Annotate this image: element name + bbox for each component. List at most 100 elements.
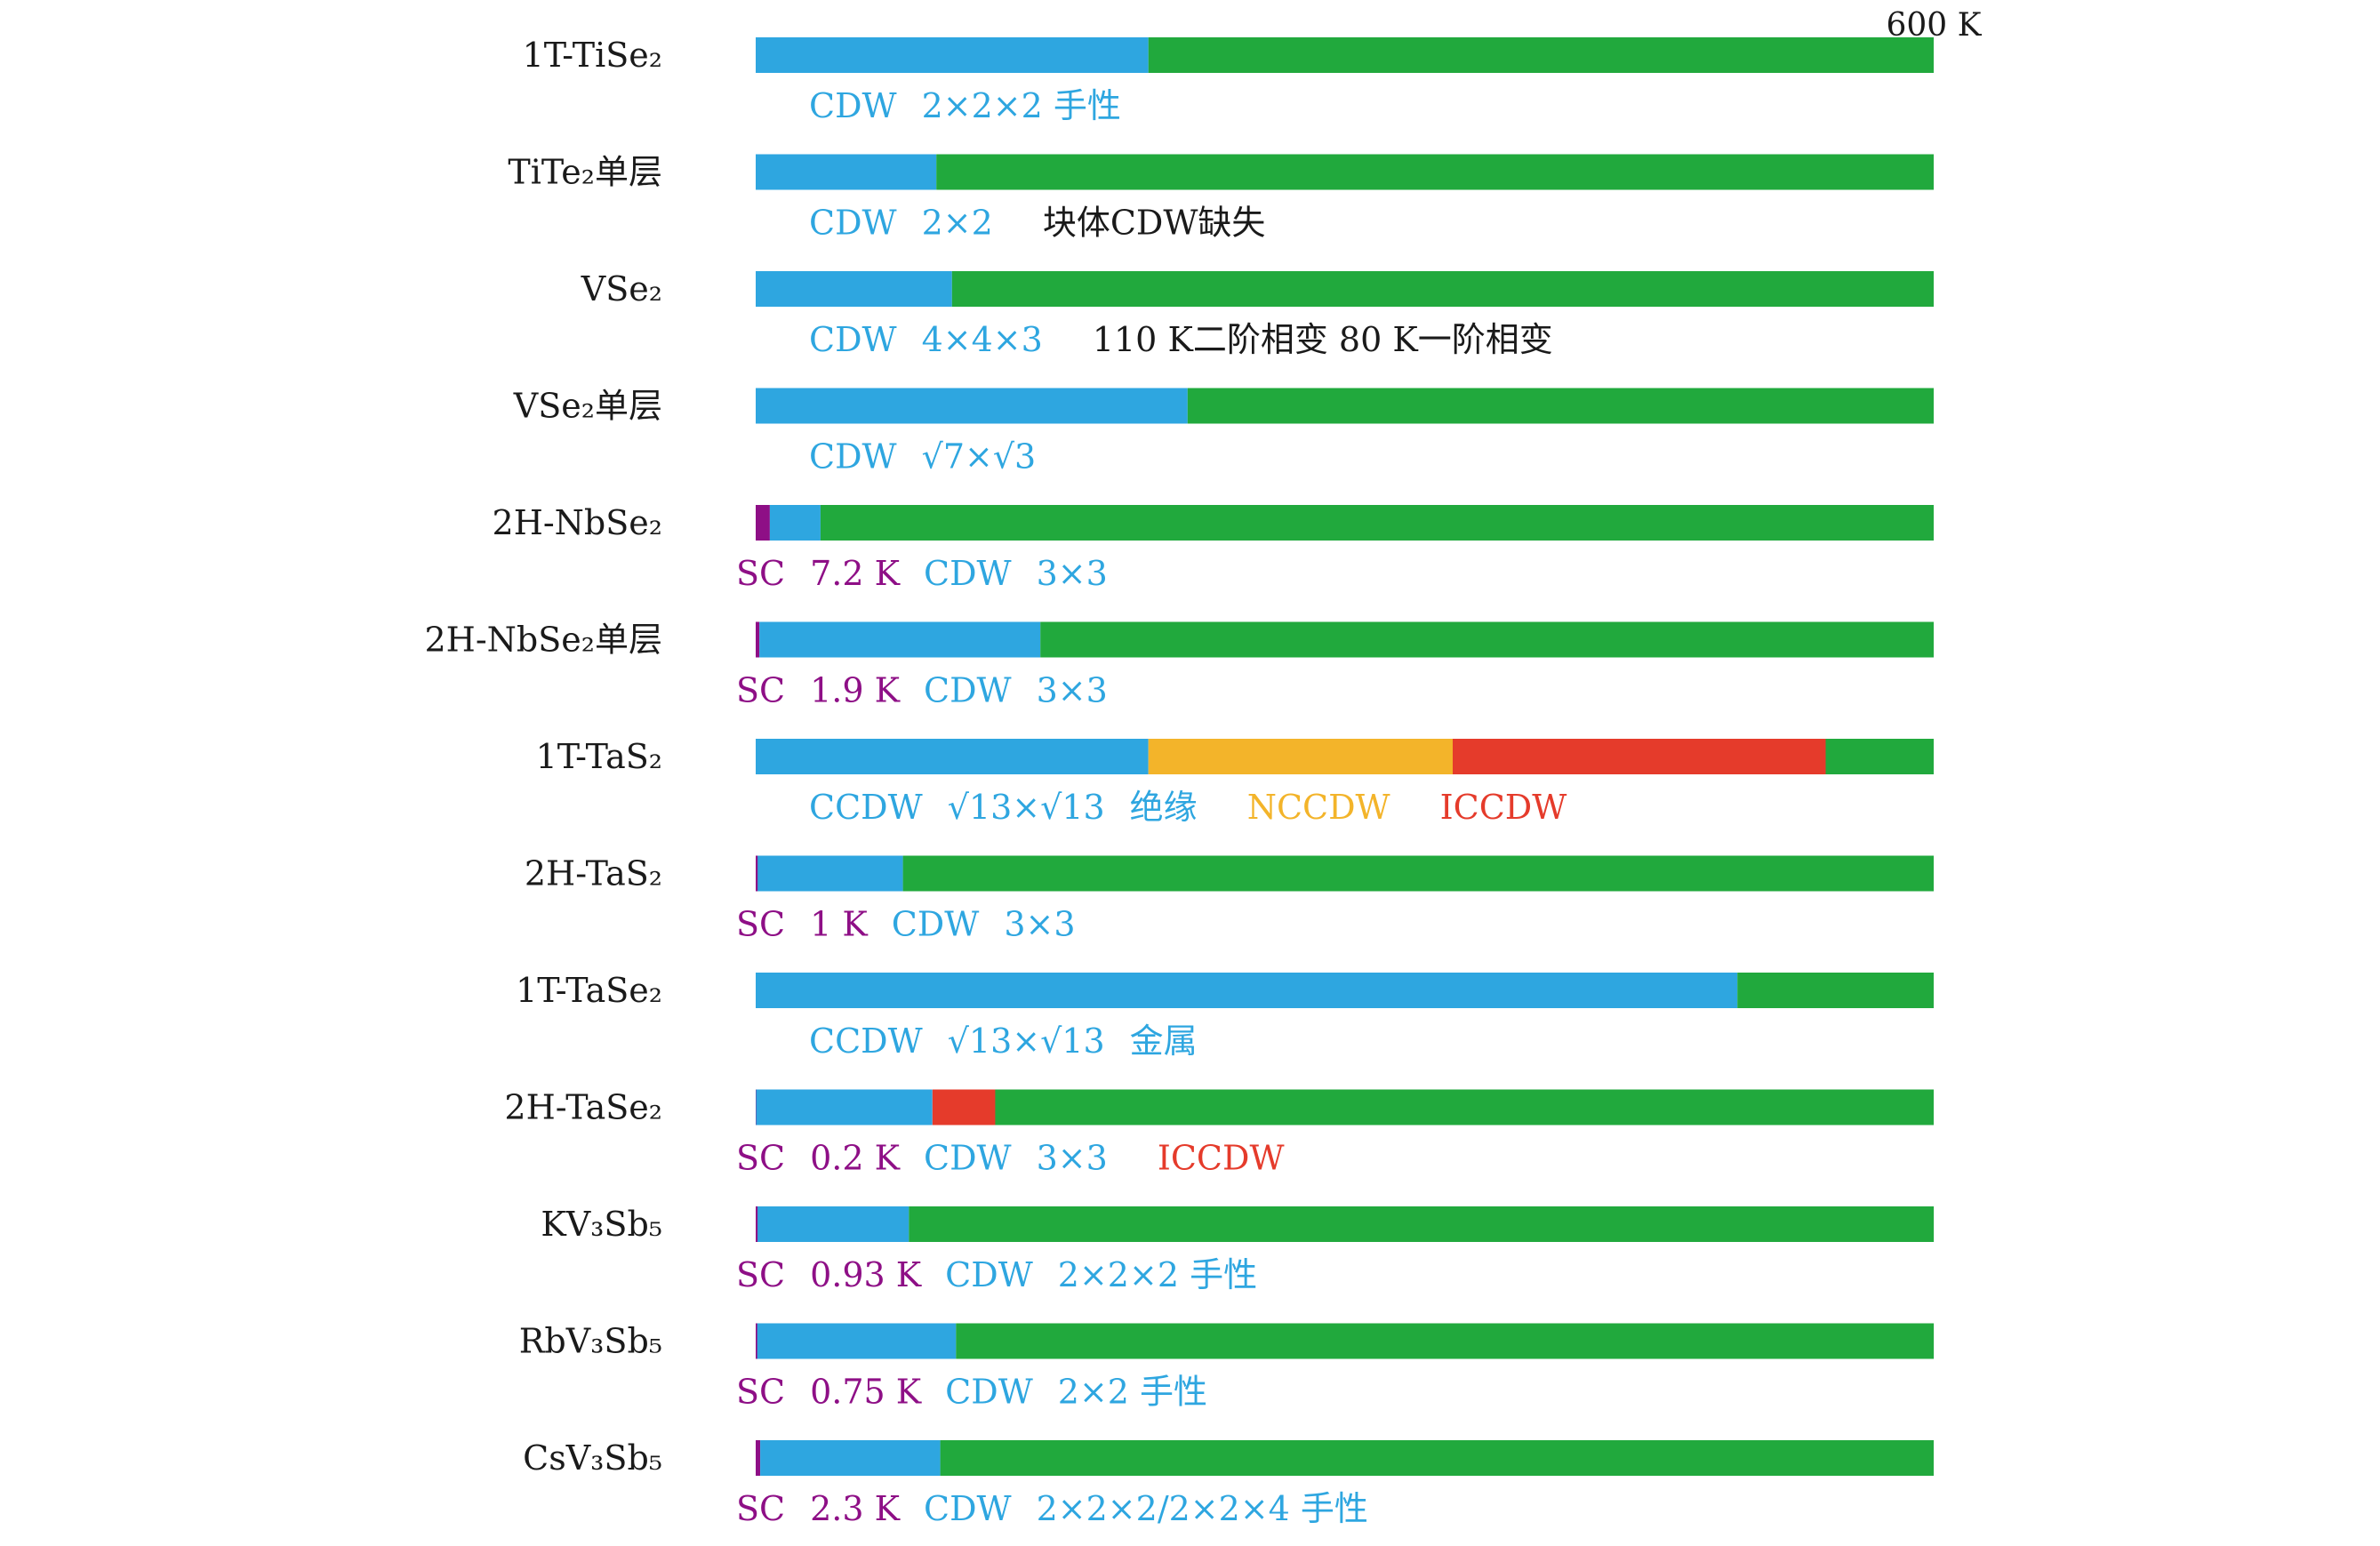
bar-segment-sc	[756, 621, 760, 658]
annotation-token: 2×2×2 手性	[1058, 1255, 1257, 1294]
chart-row: KV₃Sb₅ SC 0.93 K CDW 2×2×2 手性	[541, 1205, 1935, 1294]
bar-segment-cdw	[759, 621, 1041, 658]
row-annotation: SC 0.75 K CDW 2×2 手性	[736, 1373, 1207, 1412]
annotation-token: ICCDW	[1440, 788, 1567, 827]
material-label: TiTe₂单层	[508, 153, 662, 192]
annotation-token: 3×3	[1004, 905, 1075, 944]
bar-segment-cdw	[757, 855, 903, 892]
annotation-token: 1.9 K	[810, 671, 901, 710]
bar-segment-cdw	[756, 1089, 933, 1125]
annotation-token: 3×3	[1037, 554, 1108, 593]
chart-row: 1T-TaSe₂ CCDW √13×√13 金属	[516, 971, 1934, 1061]
bar-segment-normal	[940, 1440, 1934, 1476]
row-annotation: CCDW √13×√13 绝缘 NCCDW ICCDW	[809, 788, 1567, 827]
annotation-token: CDW	[945, 1373, 1033, 1412]
bar-segment-normal	[1737, 973, 1934, 1008]
material-label: 1T-TiSe₂	[523, 36, 662, 75]
bar-segment-normal	[902, 855, 1934, 892]
row-annotation: SC 1 K CDW 3×3	[736, 905, 1076, 944]
annotation-token: SC	[736, 1373, 785, 1412]
annotation-token: SC	[736, 1139, 785, 1178]
annotation-token: 3×3	[1037, 671, 1108, 710]
bar-segment-cdw	[756, 37, 1149, 73]
bar-segment-cdw	[769, 505, 821, 541]
annotation-token: SC	[736, 905, 785, 944]
material-label: VSe₂单层	[513, 387, 662, 426]
chart-row: RbV₃Sb₅ SC 0.75 K CDW 2×2 手性	[519, 1322, 1935, 1412]
row-annotation: CDW √7×√3	[809, 437, 1036, 477]
annotation-token: CDW	[809, 204, 897, 243]
annotation-token: 2×2 手性	[1058, 1373, 1207, 1412]
annotation-token: ICCDW	[1158, 1139, 1285, 1178]
annotation-token: CDW	[924, 1139, 1012, 1178]
annotation-token: CDW	[809, 86, 897, 125]
row-annotation: CDW 4×4×3 110 K二阶相变 80 K一阶相变	[809, 320, 1553, 359]
bar-segment-normal	[1148, 37, 1934, 73]
material-label: 2H-TaS₂	[525, 854, 662, 893]
annotation-token: 绝缘	[1130, 788, 1198, 827]
annotation-token: 块体CDW缺失	[1043, 204, 1266, 243]
row-annotation: SC 2.3 K CDW 2×2×2/2×2×4 手性	[736, 1489, 1368, 1528]
bar-segment-normal	[951, 271, 1934, 307]
bar-segment-sc	[756, 505, 770, 541]
row-annotation: SC 0.2 K CDW 3×3 ICCDW	[736, 1139, 1285, 1178]
annotation-token: SC	[736, 1255, 785, 1294]
material-label: 2H-NbSe₂	[493, 503, 662, 542]
bar-segment-normal	[1825, 739, 1934, 774]
chart-row: CsV₃Sb₅ SC 2.3 K CDW 2×2×2/2×2×4 手性	[523, 1438, 1934, 1528]
annotation-token: √13×√13	[948, 1021, 1105, 1061]
bar-segment-cdw	[756, 154, 937, 190]
annotation-token: CDW	[809, 320, 897, 359]
bar-segment-normal	[956, 1323, 1935, 1359]
material-label: VSe₂	[581, 269, 662, 308]
annotation-token: NCCDW	[1247, 788, 1390, 827]
bar-segment-ccdw	[756, 973, 1738, 1008]
chart-row: 2H-NbSe₂ SC 7.2 K CDW 3×3	[493, 503, 1934, 593]
annotation-token: √7×√3	[922, 437, 1037, 477]
annotation-token: CDW	[924, 554, 1012, 593]
annotation-token: SC	[736, 671, 785, 710]
row-annotation: CCDW √13×√13 金属	[809, 1021, 1198, 1061]
annotation-token: CDW	[892, 905, 980, 944]
annotation-token: 7.2 K	[810, 554, 901, 593]
row-annotation: SC 0.93 K CDW 2×2×2 手性	[736, 1255, 1257, 1294]
bar-segment-normal	[820, 505, 1934, 541]
bar-segment-ccdw	[756, 739, 1149, 774]
annotation-token: 2×2×2/2×2×4 手性	[1037, 1489, 1368, 1528]
bar-segment-iccdw	[1453, 739, 1826, 774]
chart-row: 2H-TaSe₂ SC 0.2 K CDW 3×3 ICCDW	[504, 1088, 1934, 1178]
chart-rows: 1T-TiSe₂ CDW 2×2×2 手性 TiTe₂单层 CDW 2×2 块体CDW缺失 V…	[425, 36, 1935, 1528]
bar-segment-cdw	[756, 271, 952, 307]
bar-segment-normal	[936, 154, 1934, 190]
annotation-token: SC	[736, 554, 785, 593]
annotation-token: SC	[736, 1489, 785, 1528]
annotation-token: √13×√13	[948, 788, 1105, 827]
bar-segment-normal	[995, 1089, 1934, 1125]
material-label: 1T-TaSe₂	[516, 971, 662, 1010]
annotation-token: 0.93 K	[810, 1255, 922, 1294]
annotation-token: 110 K二阶相变 80 K一阶相变	[1093, 320, 1553, 359]
bar-segment-cdw	[757, 1206, 910, 1242]
annotation-token: 3×3	[1037, 1139, 1108, 1178]
bar-segment-cdw	[760, 1440, 941, 1476]
row-annotation: CDW 2×2 块体CDW缺失	[809, 204, 1265, 243]
chart-row: TiTe₂单层 CDW 2×2 块体CDW缺失	[508, 153, 1934, 243]
annotation-token: 金属	[1130, 1021, 1198, 1061]
material-label: KV₃Sb₅	[541, 1205, 662, 1244]
annotation-token: 1 K	[810, 905, 868, 944]
chart-row: 2H-NbSe₂单层 SC 1.9 K CDW 3×3	[425, 621, 1934, 710]
bar-segment-cdw	[756, 388, 1188, 424]
material-label: 2H-NbSe₂单层	[425, 621, 663, 660]
annotation-token: CDW	[924, 1489, 1012, 1528]
annotation-token: CDW	[945, 1255, 1033, 1294]
chart-row: VSe₂ CDW 4×4×3 110 K二阶相变 80 K一阶相变	[581, 269, 1934, 359]
bar-segment-normal	[909, 1206, 1935, 1242]
bar-segment-sc	[756, 1206, 759, 1242]
row-annotation: SC 7.2 K CDW 3×3	[736, 554, 1108, 593]
bar-segment-nccdw	[1148, 739, 1453, 774]
chart-row: 2H-TaS₂ SC 1 K CDW 3×3	[525, 854, 1934, 944]
material-label: RbV₃Sb₅	[519, 1322, 662, 1361]
annotation-token: 2.3 K	[810, 1489, 901, 1528]
material-label: 1T-TaS₂	[536, 737, 662, 776]
